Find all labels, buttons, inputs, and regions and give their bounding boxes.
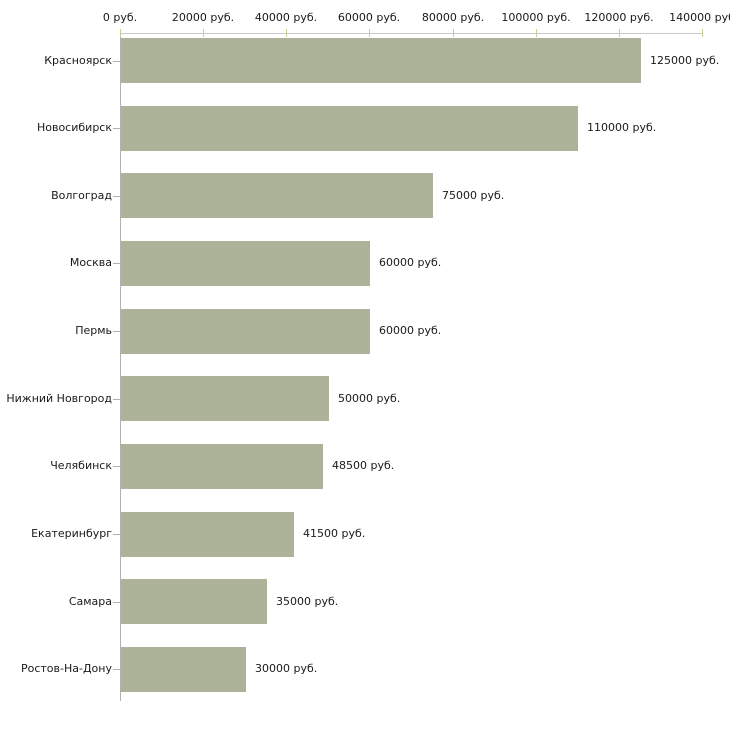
y-tick-mark xyxy=(113,534,120,535)
y-axis-line xyxy=(120,33,121,701)
value-label: 125000 руб. xyxy=(650,54,720,67)
bar xyxy=(121,444,323,489)
bar xyxy=(121,241,370,286)
value-label: 110000 руб. xyxy=(587,121,657,134)
bar xyxy=(121,376,329,421)
value-label: 75000 руб. xyxy=(442,189,505,202)
y-tick-mark xyxy=(113,602,120,603)
value-label: 50000 руб. xyxy=(338,392,401,405)
category-label: Ростов-На-Дону xyxy=(20,662,112,675)
y-tick-mark xyxy=(113,128,120,129)
x-axis-line xyxy=(120,33,703,34)
x-tick-label: 140000 руб xyxy=(669,11,730,24)
x-tick-mark xyxy=(120,29,121,37)
x-tick-mark xyxy=(203,29,204,37)
category-label: Екатеринбург xyxy=(31,527,112,540)
y-tick-mark xyxy=(113,399,120,400)
x-tick-label: 100000 руб. xyxy=(501,11,571,24)
x-tick-label: 20000 руб. xyxy=(171,11,235,24)
category-label: Самара xyxy=(68,595,112,608)
value-label: 60000 руб. xyxy=(379,256,442,269)
x-tick-mark xyxy=(453,29,454,37)
x-tick-label: 120000 руб. xyxy=(584,11,654,24)
value-label: 48500 руб. xyxy=(332,459,395,472)
value-label: 41500 руб. xyxy=(303,527,366,540)
y-tick-mark xyxy=(113,331,120,332)
x-tick-label: 60000 руб. xyxy=(337,11,401,24)
category-label: Нижний Новгород xyxy=(6,392,112,405)
y-tick-mark xyxy=(113,263,120,264)
x-tick-label: 0 руб. xyxy=(102,11,138,24)
bar xyxy=(121,512,294,557)
category-label: Пермь xyxy=(75,324,112,337)
category-label: Челябинск xyxy=(50,459,112,472)
category-label: Новосибирск xyxy=(36,121,112,134)
category-label: Красноярск xyxy=(44,54,112,67)
x-tick-label: 40000 руб. xyxy=(254,11,318,24)
value-label: 35000 руб. xyxy=(276,595,339,608)
x-tick-mark xyxy=(286,29,287,37)
y-tick-mark xyxy=(113,196,120,197)
bar xyxy=(121,647,246,692)
bar xyxy=(121,106,578,151)
bar xyxy=(121,309,370,354)
x-tick-mark xyxy=(536,29,537,37)
bar xyxy=(121,173,433,218)
category-label: Москва xyxy=(69,256,112,269)
y-tick-mark xyxy=(113,466,120,467)
x-tick-mark xyxy=(619,29,620,37)
value-label: 30000 руб. xyxy=(255,662,318,675)
y-tick-mark xyxy=(113,61,120,62)
y-tick-mark xyxy=(113,669,120,670)
x-tick-mark xyxy=(369,29,370,37)
value-label: 60000 руб. xyxy=(379,324,442,337)
x-tick-mark xyxy=(702,29,703,37)
bar xyxy=(121,579,267,624)
bar xyxy=(121,38,641,83)
category-label: Волгоград xyxy=(51,189,112,202)
x-tick-label: 80000 руб. xyxy=(421,11,485,24)
